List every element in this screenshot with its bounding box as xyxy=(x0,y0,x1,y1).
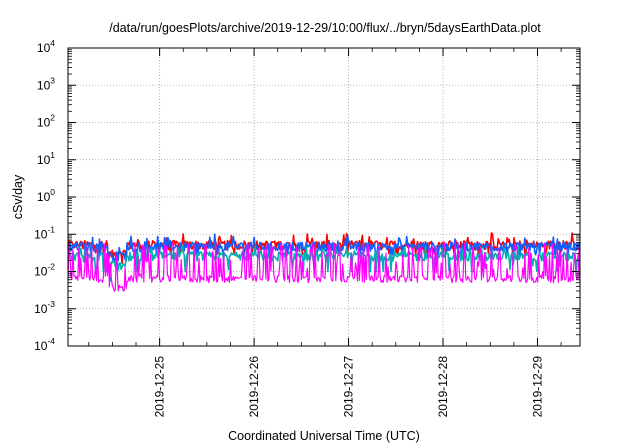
x-tick-labels: 2019-12-25 2019-12-26 2019-12-27 2019-12-28… xyxy=(153,356,545,418)
y-tick-label: 10-3 xyxy=(34,299,55,316)
y-tick-exponent: -1 xyxy=(47,224,55,234)
y-tick-base: 10 xyxy=(34,227,48,241)
y-tick-base: 10 xyxy=(37,190,51,204)
y-tick-base: 10 xyxy=(37,153,51,167)
x-tick-label: 2019-12-29 xyxy=(530,356,544,418)
y-tick-label: 100 xyxy=(37,187,55,204)
y-tick-label: 10-4 xyxy=(34,336,55,353)
series-line xyxy=(67,242,581,292)
y-tick-exponent: -4 xyxy=(47,336,55,346)
series-layer xyxy=(67,232,581,292)
y-tick-label: 10-1 xyxy=(34,224,55,241)
x-tick-label: 2019-12-25 xyxy=(153,356,167,418)
y-tick-base: 10 xyxy=(34,302,48,316)
y-tick-exponent: 2 xyxy=(50,113,55,123)
y-tick-label: 102 xyxy=(37,113,55,130)
x-tick-label: 2019-12-27 xyxy=(342,356,356,418)
series-line xyxy=(67,233,581,263)
y-tick-base: 10 xyxy=(37,41,51,55)
grid-lines xyxy=(68,48,580,346)
series-line xyxy=(67,232,581,265)
x-axis-label: Coordinated Universal Time (UTC) xyxy=(228,429,420,443)
y-tick-exponent: -2 xyxy=(47,262,55,272)
y-tick-label: 10-2 xyxy=(34,262,55,279)
y-tick-label: 103 xyxy=(37,75,55,92)
series-line xyxy=(67,244,581,283)
y-tick-base: 10 xyxy=(34,265,48,279)
axis-ticks xyxy=(68,47,580,347)
y-tick-label: 101 xyxy=(37,150,55,167)
x-tick-label: 2019-12-28 xyxy=(436,356,450,418)
y-tick-exponent: 0 xyxy=(50,187,55,197)
y-tick-exponent: 4 xyxy=(50,38,55,48)
chart-title: /data/run/goesPlots/archive/2019-12-29/1… xyxy=(109,21,541,35)
y-tick-base: 10 xyxy=(37,78,51,92)
y-tick-exponent: 3 xyxy=(50,75,55,85)
y-tick-base: 10 xyxy=(34,339,48,353)
y-tick-exponent: 1 xyxy=(50,150,55,160)
y-tick-exponent: -3 xyxy=(47,299,55,309)
x-tick-label: 2019-12-26 xyxy=(247,356,261,418)
y-tick-label: 104 xyxy=(37,38,55,55)
y-tick-base: 10 xyxy=(37,116,51,130)
y-axis-label: cSv/day xyxy=(11,174,25,219)
